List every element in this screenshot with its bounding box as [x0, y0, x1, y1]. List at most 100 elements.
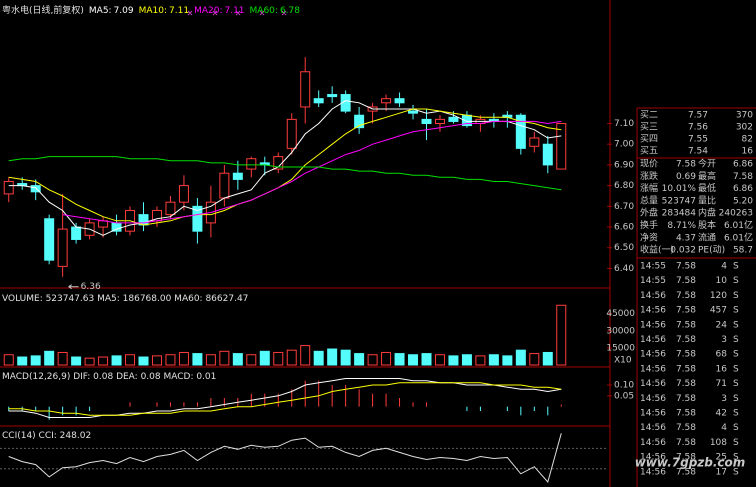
volume-bar [259, 350, 270, 366]
quote-value: 6.01亿 [724, 219, 753, 231]
tick-price: 7.58 [676, 467, 696, 477]
volume-bar [475, 355, 486, 366]
legend-value: 7.09 [114, 6, 134, 16]
tick-side: S [733, 306, 739, 316]
candle-body [57, 228, 68, 267]
candle-body [515, 114, 526, 149]
volume-bar [125, 354, 136, 366]
quote-label: PE(动) [698, 245, 725, 256]
volume-bar [448, 355, 459, 366]
tick-volume: 42 [716, 409, 727, 419]
indicator-line [8, 100, 562, 236]
tick-side: S [733, 291, 739, 301]
annotation-arrow [68, 284, 79, 290]
volume-bar [461, 354, 472, 366]
y-tick-label: 6.70 [614, 202, 634, 212]
candle-body [448, 116, 459, 122]
volume-bar [3, 354, 14, 366]
tick-time: 14:56 [640, 394, 666, 404]
legend-name: MA5: [89, 6, 112, 16]
quote-value: 0.032 [670, 246, 696, 256]
candle-body [44, 218, 55, 261]
tick-volume: 71 [716, 379, 727, 389]
quote-value: 10.01% [662, 184, 697, 194]
candle-body [340, 94, 351, 112]
title: CCI(14) CCI: 248.02 [2, 431, 91, 441]
candle-body [3, 180, 14, 195]
tick-price: 7.58 [676, 438, 696, 448]
tick-price: 7.58 [676, 409, 696, 419]
quote-label: 流通 [698, 231, 716, 243]
quote-label: 涨幅 [640, 182, 658, 194]
legend-value: 6.78 [280, 6, 300, 16]
bid-price: 7.57 [688, 111, 708, 121]
candle-body [178, 185, 189, 203]
panel-title: VOLUME: 523747.63 MA5: 186768.00 MA60: 8… [2, 294, 248, 304]
quote-label: 量比 [698, 194, 716, 206]
candle-body [394, 98, 405, 104]
title: VOLUME: 523747.63 MA5: 186768.00 MA60: 8… [2, 294, 248, 304]
tick-side: S [733, 467, 739, 477]
tick-time: 14:56 [640, 364, 666, 374]
tick-time: 14:56 [640, 409, 666, 419]
tick-price: 7.58 [676, 453, 696, 463]
quote-value: 4.37 [676, 233, 696, 243]
volume-bar [84, 357, 95, 366]
quote-value: 240263 [719, 209, 753, 219]
tick-side: S [733, 394, 739, 404]
candle-body [30, 185, 41, 193]
volume-bar [286, 349, 297, 366]
quote-value: 283484 [662, 209, 697, 219]
volume-bar [98, 356, 109, 366]
volume-bar [394, 353, 405, 366]
quote-label: 内盘 [698, 207, 716, 219]
bid-volume: 16 [742, 147, 754, 157]
volume-bar [165, 354, 176, 366]
volume-bar [327, 348, 338, 366]
quote-label: 最低 [698, 182, 716, 194]
volume-bar [246, 354, 257, 366]
y-tick-label: 6.80 [614, 181, 634, 191]
tick-volume: 17 [716, 467, 727, 477]
tick-price: 7.58 [676, 394, 696, 404]
volume-bar [71, 356, 82, 366]
quote-value: 58.7 [733, 246, 753, 256]
candle-body [111, 222, 122, 232]
tick-price: 7.58 [676, 379, 696, 389]
candle-body [421, 118, 432, 125]
y-tick-label: 45000 [606, 309, 635, 319]
volume-bar [556, 304, 567, 366]
volume-bar [205, 354, 216, 366]
tick-side: S [733, 438, 739, 448]
volume-bar [232, 353, 243, 366]
candle-body [300, 71, 311, 108]
tick-volume: 10 [716, 276, 728, 286]
bid-label: 买五 [640, 146, 658, 157]
y-tick-label: 0.05 [614, 391, 634, 401]
volume-bar [354, 353, 365, 366]
tick-price: 7.58 [676, 364, 696, 374]
tick-side: S [733, 276, 739, 286]
legend-value: 7.11 [224, 6, 244, 16]
quote-value: 523747 [662, 196, 696, 206]
quote-label: 收益(一) [640, 244, 674, 256]
tick-price: 7.58 [676, 276, 696, 286]
quote-label: 今开 [698, 158, 716, 170]
volume-bar [434, 354, 445, 366]
quote-value: 7.58 [733, 172, 753, 182]
tick-price: 7.58 [676, 320, 696, 330]
y-tick-label: 0.10 [614, 381, 634, 391]
quote-label: 外盘 [640, 207, 658, 219]
volume-bar [340, 349, 351, 366]
candle-body [327, 94, 338, 98]
volume-bar [542, 351, 553, 366]
bid-volume: 370 [736, 111, 753, 121]
tick-volume: 25 [716, 453, 727, 463]
y-tick-label: 7.00 [614, 140, 634, 150]
volume-bar [529, 353, 540, 366]
volume-bar [17, 356, 28, 366]
tick-volume: 120 [710, 291, 727, 301]
tick-price: 7.58 [676, 291, 696, 301]
candle-body [246, 158, 257, 170]
